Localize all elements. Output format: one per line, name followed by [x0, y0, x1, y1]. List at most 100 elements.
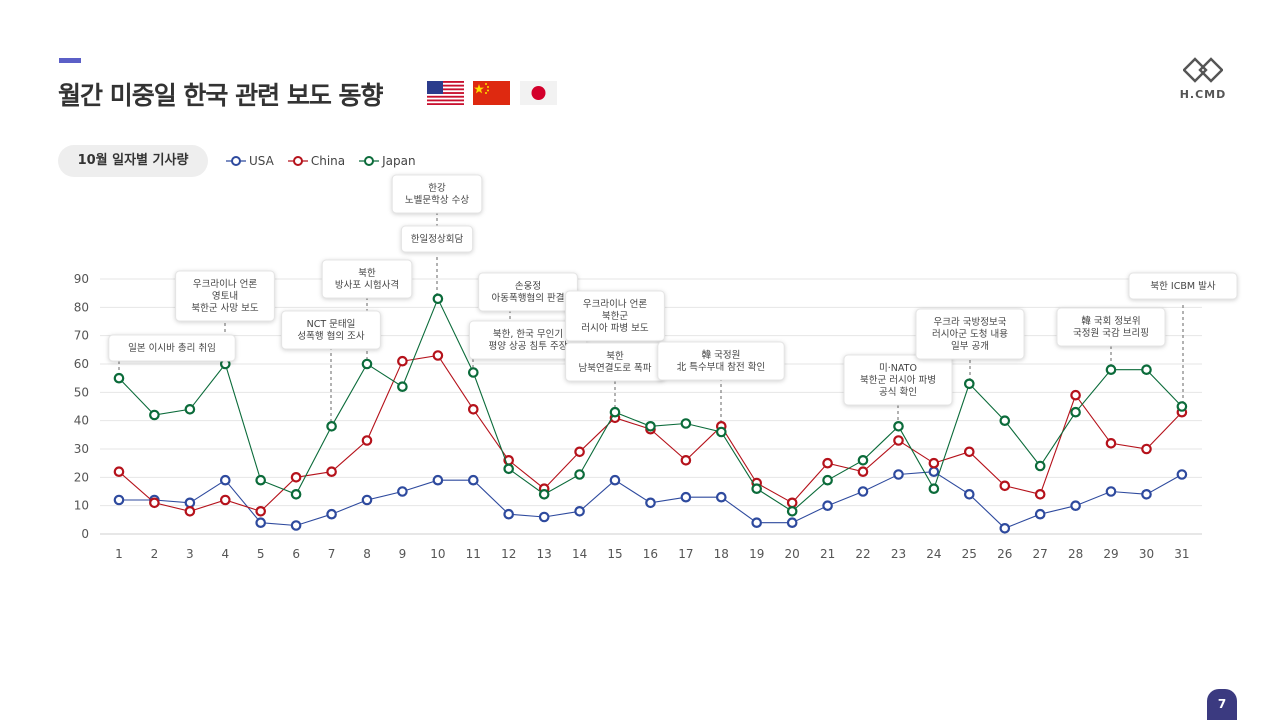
data-point-china-8 — [361, 435, 373, 446]
data-point-usa-8 — [361, 494, 373, 506]
annotation-text: 일본 이시바 총리 취임 — [128, 342, 216, 354]
x-tick-label: 9 — [399, 547, 407, 561]
annotation-box — [321, 259, 413, 299]
data-point-china-5 — [255, 505, 266, 517]
x-tick-label: 17 — [678, 547, 693, 561]
annotation-text: 한강 — [428, 183, 446, 194]
annotation-box — [565, 290, 665, 342]
y-tick-label: 50 — [74, 385, 89, 399]
data-point-china-25 — [963, 446, 975, 458]
data-point-japan-19 — [751, 483, 762, 494]
data-point-china-10 — [432, 350, 444, 361]
data-point-usa-15 — [609, 474, 621, 486]
x-tick-label: 28 — [1068, 547, 1083, 561]
y-tick-label: 20 — [74, 470, 89, 484]
y-tick-label: 60 — [74, 357, 89, 371]
y-tick-label: 80 — [74, 300, 89, 314]
x-tick-label: 26 — [997, 547, 1012, 561]
data-point-japan-22 — [857, 454, 869, 466]
data-point-china-17 — [680, 454, 692, 466]
x-tick-label: 7 — [328, 547, 336, 561]
section-label-pill: 10월 일자별 기사량 — [58, 145, 208, 177]
data-point-japan-6 — [290, 488, 302, 500]
data-point-usa-23 — [893, 469, 904, 480]
x-tick-label: 20 — [785, 547, 800, 561]
data-point-china-26 — [999, 480, 1011, 492]
data-point-usa-29 — [1105, 486, 1117, 497]
x-tick-label: 1 — [115, 547, 123, 561]
data-point-china-9 — [397, 355, 408, 367]
annotation-box — [478, 272, 578, 312]
data-point-china-30 — [1141, 443, 1152, 455]
annotation-text: 北 특수부대 참전 확인 — [677, 361, 765, 373]
data-point-china-11 — [467, 403, 479, 415]
annotation-text: 북한군 — [602, 311, 628, 322]
data-point-japan-28 — [1070, 406, 1081, 418]
data-point-china-3 — [184, 505, 196, 517]
annotation-text: 우크라 국방정보국 — [934, 317, 1007, 328]
annotation-box — [108, 334, 236, 362]
data-point-japan-18 — [715, 426, 727, 438]
data-point-usa-18 — [715, 491, 727, 503]
annotation-text: 남북연결도로 폭파 — [579, 363, 652, 374]
data-point-usa-14 — [574, 505, 585, 517]
annotation-text: 러시아군 도청 내용 — [932, 329, 1008, 340]
x-tick-label: 21 — [820, 547, 835, 561]
annotation-box — [915, 308, 1025, 360]
hcmd-logo-icon — [1182, 57, 1224, 83]
data-point-japan-27 — [1034, 460, 1046, 472]
page-number: 7 — [1207, 689, 1237, 720]
data-point-china-1 — [113, 466, 125, 477]
x-tick-label: 12 — [501, 547, 516, 561]
data-point-japan-21 — [822, 474, 833, 486]
legend-item-usa: USA — [226, 154, 274, 168]
data-point-japan-5 — [255, 474, 266, 486]
annotation-text: 공식 확인 — [879, 386, 917, 398]
data-point-china-29 — [1105, 437, 1117, 449]
data-point-usa-16 — [645, 497, 656, 509]
annotation-text: 평양 상공 침투 주장 — [489, 341, 568, 352]
data-point-japan-13 — [538, 488, 550, 500]
legend-marker-japan — [359, 156, 380, 166]
data-point-usa-17 — [680, 491, 692, 503]
annotation-text: 북한군 사망 보도 — [191, 303, 258, 314]
data-point-japan-29 — [1105, 364, 1117, 375]
x-tick-label: 15 — [607, 547, 622, 561]
title-accent-bar — [59, 58, 81, 63]
annotation-box — [565, 342, 665, 382]
data-point-usa-9 — [397, 486, 408, 497]
data-point-japan-3 — [184, 403, 196, 415]
annotation-text: 미·NATO — [879, 363, 917, 374]
data-point-usa-3 — [184, 497, 196, 509]
data-point-china-20 — [786, 497, 798, 509]
data-point-usa-28 — [1070, 500, 1081, 511]
x-tick-label: 2 — [151, 547, 159, 561]
chart-legend: USA China Japan — [226, 150, 416, 172]
legend-label-japan: Japan — [382, 154, 416, 168]
data-point-china-21 — [822, 457, 833, 469]
data-point-japan-23 — [893, 420, 904, 432]
y-tick-label: 0 — [81, 527, 89, 541]
data-point-china-28 — [1070, 389, 1081, 401]
data-point-japan-30 — [1141, 364, 1152, 375]
data-point-japan-8 — [361, 358, 373, 370]
data-point-usa-31 — [1176, 469, 1188, 480]
y-tick-label: 90 — [74, 272, 89, 286]
x-tick-label: 4 — [221, 547, 229, 561]
data-point-usa-24 — [928, 466, 940, 477]
annotation-text: 북한 ICBM 발사 — [1150, 281, 1215, 292]
data-point-japan-12 — [503, 463, 514, 475]
annotation-text: 북한군 러시아 파병 — [860, 375, 936, 386]
data-point-china-2 — [149, 497, 160, 509]
data-point-china-6 — [290, 471, 302, 483]
data-point-japan-26 — [999, 415, 1011, 426]
data-point-japan-10 — [432, 293, 444, 305]
x-tick-label: 24 — [926, 547, 941, 561]
y-tick-label: 70 — [74, 329, 89, 343]
annotation-callout: 한일정상회담 — [400, 225, 474, 253]
